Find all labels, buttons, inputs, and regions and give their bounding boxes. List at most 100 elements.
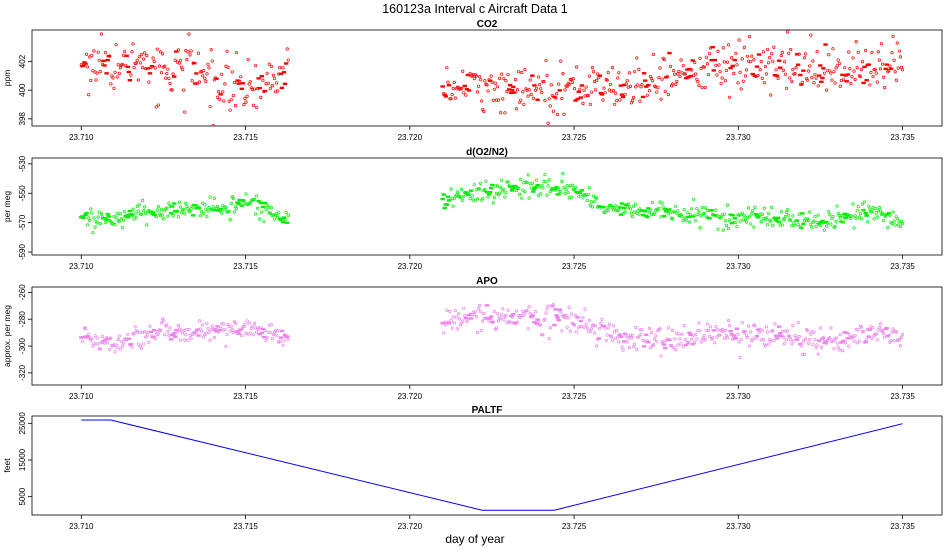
data-point-do2n2 [477, 187, 482, 191]
data-point-apo [528, 311, 532, 316]
data-point-do2n2 [467, 192, 471, 196]
data-point-do2n2 [206, 209, 210, 213]
data-point-apo [676, 343, 680, 347]
data-point-co2 [861, 81, 866, 85]
data-point-co2 [532, 84, 537, 87]
data-point-do2n2 [841, 220, 846, 224]
data-point-do2n2 [191, 214, 196, 217]
data-point-co2 [446, 80, 450, 84]
data-point-do2n2 [262, 219, 266, 224]
data-point-apo [515, 320, 520, 324]
data-point-co2 [187, 32, 191, 36]
data-point-do2n2 [539, 192, 543, 196]
data-point-apo [698, 329, 702, 333]
data-point-apo [678, 337, 682, 341]
data-point-do2n2 [88, 218, 92, 223]
data-point-do2n2 [462, 194, 466, 198]
data-point-do2n2 [441, 193, 446, 196]
data-point-co2 [113, 70, 117, 75]
data-point-apo [532, 320, 537, 324]
x-tick-label-co2: 23.710 [69, 133, 94, 142]
data-point-do2n2 [685, 211, 689, 215]
data-point-do2n2 [264, 207, 268, 211]
data-point-apo [640, 328, 644, 332]
data-point-co2 [847, 50, 851, 54]
data-point-co2 [671, 82, 675, 86]
data-point-apo [783, 329, 788, 333]
data-point-do2n2 [722, 212, 726, 216]
data-point-co2 [665, 74, 669, 78]
data-point-co2 [779, 54, 783, 58]
data-point-do2n2 [491, 201, 495, 205]
data-point-co2 [153, 66, 157, 70]
data-point-co2 [90, 53, 94, 58]
data-point-apo [207, 330, 211, 334]
data-point-co2 [214, 77, 219, 80]
data-point-do2n2 [481, 196, 485, 200]
data-point-apo [185, 328, 189, 332]
data-point-apo [463, 313, 467, 318]
data-point-do2n2 [886, 212, 892, 215]
data-point-do2n2 [753, 213, 759, 216]
data-point-do2n2 [537, 193, 541, 197]
data-point-apo [243, 322, 247, 327]
data-point-do2n2 [510, 189, 515, 192]
data-point-do2n2 [789, 218, 793, 222]
data-point-apo [120, 344, 125, 348]
panel-title-apo: APO [476, 276, 498, 287]
data-point-apo [802, 352, 807, 357]
data-point-apo [197, 319, 202, 323]
data-point-co2 [448, 97, 452, 101]
data-point-apo [794, 338, 800, 341]
data-point-do2n2 [502, 187, 506, 191]
data-point-apo [126, 337, 131, 340]
data-point-apo [782, 342, 787, 346]
data-point-do2n2 [492, 195, 496, 200]
data-point-co2 [725, 60, 730, 64]
data-point-do2n2 [271, 213, 276, 217]
data-point-co2 [126, 70, 131, 74]
data-point-apo [690, 337, 694, 341]
data-point-apo [606, 326, 610, 330]
data-point-do2n2 [743, 217, 748, 221]
data-point-apo [677, 332, 681, 336]
data-point-co2 [826, 69, 830, 73]
data-point-do2n2 [231, 196, 235, 200]
data-point-apo [669, 344, 674, 348]
data-point-do2n2 [193, 204, 198, 207]
data-point-co2 [83, 62, 88, 65]
data-point-do2n2 [189, 207, 193, 211]
data-point-co2 [575, 65, 579, 69]
data-point-co2 [507, 83, 513, 87]
data-point-do2n2 [895, 216, 899, 221]
data-point-co2 [194, 72, 199, 75]
data-point-co2 [145, 67, 151, 70]
data-point-apo [702, 333, 706, 338]
data-point-co2 [86, 65, 90, 69]
data-point-do2n2 [794, 219, 800, 222]
data-point-co2 [526, 94, 530, 98]
data-point-do2n2 [92, 216, 96, 220]
data-point-apo [889, 339, 893, 343]
data-point-co2 [138, 61, 143, 65]
data-point-do2n2 [831, 214, 835, 219]
data-point-apo [726, 319, 731, 323]
data-point-apo [867, 328, 873, 331]
data-point-do2n2 [276, 215, 280, 219]
data-point-co2 [768, 56, 772, 60]
data-point-do2n2 [698, 225, 702, 230]
data-point-apo [514, 309, 519, 313]
y-tick-label-do2n2: -590 [18, 244, 27, 261]
data-point-apo [474, 315, 479, 319]
data-point-co2 [464, 88, 470, 91]
data-point-apo [98, 347, 102, 351]
data-point-co2 [611, 89, 616, 93]
data-point-do2n2 [835, 204, 839, 208]
data-point-co2 [283, 62, 289, 65]
data-point-co2 [254, 105, 259, 110]
data-point-co2 [767, 61, 771, 65]
data-point-co2 [145, 53, 149, 58]
data-point-do2n2 [531, 190, 536, 193]
data-point-apo [861, 329, 866, 333]
data-point-do2n2 [176, 215, 181, 219]
